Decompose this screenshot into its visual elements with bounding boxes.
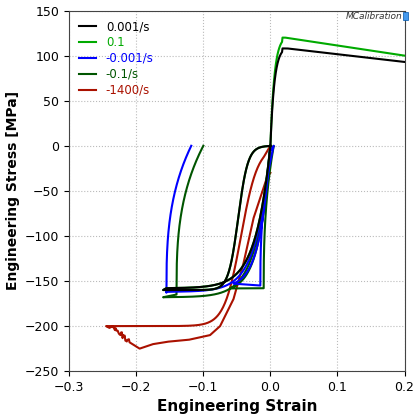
- X-axis label: Engineering Strain: Engineering Strain: [157, 399, 317, 415]
- Legend: 0.001/s, 0.1, -0.001/s, -0.1/s, -1400/s: 0.001/s, 0.1, -0.001/s, -0.1/s, -1400/s: [75, 16, 157, 100]
- Bar: [403, 12, 408, 20]
- Text: MCalibration: MCalibration: [346, 12, 403, 21]
- Y-axis label: Engineering Stress [MPa]: Engineering Stress [MPa]: [5, 91, 20, 290]
